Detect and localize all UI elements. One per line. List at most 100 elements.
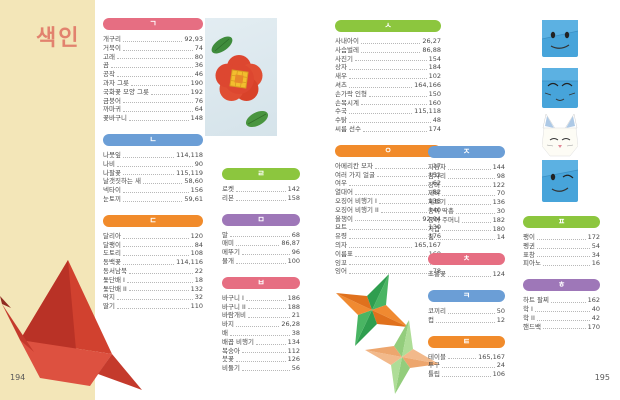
index-entry: 표창 34 — [523, 251, 600, 260]
section-header-h: ㅎ — [523, 279, 600, 292]
index-entry: 바구니 I 186 — [222, 294, 300, 303]
index-column-4: ㅈ 자동차 144 잠자리 98 장미 122 제비 70 제트기 136 종이 딱총 30 종이 주머니… — [428, 146, 505, 390]
entry-label: 붓꽃 — [222, 355, 234, 364]
leader-line — [551, 301, 586, 303]
entry-pages: 84 — [194, 240, 203, 249]
section-giyeok: ㄱ 개구리 92,93 거북이 74 고래 80 곰 36 공작 46 과자 그릇 190 국화꽃 모양 … — [103, 18, 203, 123]
entry-label: 달팽이 — [103, 240, 121, 249]
index-entry: 개구리 92,93 — [103, 35, 203, 44]
index-entry: 로켓 142 — [222, 185, 300, 194]
entry-label: 동서남북 — [103, 266, 127, 275]
leader-line — [128, 272, 193, 274]
entry-pages: 174 — [428, 124, 441, 133]
leader-line — [241, 369, 290, 371]
leader-line — [441, 195, 495, 197]
index-entry: 공작 46 — [103, 70, 203, 79]
leader-line — [131, 84, 189, 86]
section-pieup: ㅍ 팽이 172 펭귄 54 표창 34 피아노 16 — [523, 216, 600, 268]
entry-label: 표창 — [523, 250, 535, 259]
entry-label: 복숭아 — [222, 346, 240, 355]
entry-pages: 176 — [428, 232, 441, 241]
leader-line — [122, 111, 193, 113]
leader-line — [374, 167, 431, 169]
leader-line — [536, 319, 590, 321]
leader-line — [122, 191, 189, 193]
leader-line — [441, 367, 495, 369]
entry-label: 잉어 — [335, 267, 347, 276]
leader-line — [229, 334, 290, 336]
leader-line — [536, 238, 586, 240]
section-ieung: ㅇ 아메리칸 모자 17 여러 가지 얼굴 152 여우 62 열대어 82 오징어 비행기 I 1… — [335, 144, 441, 276]
origami-face-sleepy-photo — [542, 68, 578, 108]
index-entry: 유령 176 — [335, 232, 441, 241]
leader-line — [116, 299, 193, 301]
leader-line — [348, 69, 427, 71]
entry-pages: 126 — [287, 355, 300, 364]
entry-label: 수탉 — [335, 116, 347, 125]
leader-line — [447, 358, 477, 360]
entry-pages: 115,119 — [176, 168, 203, 177]
section-header-b: ㅂ — [222, 276, 300, 289]
leader-line — [348, 264, 431, 266]
origami-camellia-photo — [205, 18, 277, 136]
entry-pages: 192 — [190, 87, 203, 96]
entry-pages: 130 — [428, 223, 441, 232]
leader-line — [435, 239, 495, 241]
entry-pages: 154 — [428, 54, 441, 63]
entry-label: 투구 — [428, 361, 440, 370]
index-entry: 셔츠 164,166 — [335, 81, 441, 90]
entry-label: 집 — [428, 233, 434, 242]
origami-shuriken-photo — [336, 274, 439, 394]
leader-line — [447, 275, 491, 277]
entry-label: 테이블 — [428, 352, 446, 361]
entry-label: 돛단배 II — [103, 284, 127, 293]
index-column-1: ㄱ 개구리 92,93 거북이 74 고래 80 곰 36 공작 46 과자 그릇 190 국화꽃 모양 … — [103, 18, 203, 322]
entry-pages: 165,167 — [478, 352, 505, 361]
index-entry: 배 38 — [222, 329, 300, 338]
index-entry: 잉꼬66 — [335, 259, 441, 268]
entry-label: 핸드백 — [523, 322, 541, 331]
entry-pages: 150 — [428, 89, 441, 98]
entry-label: 초롱꽃 — [428, 270, 446, 279]
entry-pages: 124 — [492, 270, 505, 279]
leader-line — [348, 121, 431, 123]
origami-face-rabbit-photo — [542, 112, 578, 158]
entry-label: 바구니 II — [222, 302, 246, 311]
entry-pages: 114,118 — [176, 150, 203, 159]
entry-pages: 152 — [428, 170, 441, 179]
leader-line — [241, 352, 286, 354]
index-entry: 달리아 120 — [103, 232, 203, 241]
index-entry: 달팽이 84 — [103, 241, 203, 250]
entry-label: 종이 딱총 — [428, 206, 454, 215]
entry-pages: 17 — [432, 161, 441, 170]
entry-label: 리본 — [222, 193, 234, 202]
index-entry: 핸드백 170 — [523, 323, 600, 332]
entry-label: 지갑 — [428, 224, 440, 233]
index-entry: 펭귄 54 — [523, 242, 600, 251]
entry-pages: 40 — [591, 304, 600, 313]
index-entry: 배꼽 비행기 134 — [222, 338, 300, 347]
entry-label: 고래 — [103, 52, 115, 61]
index-entry: 의자 165,167 — [335, 241, 441, 250]
leader-line — [348, 113, 413, 115]
entry-pages: 59,61 — [184, 194, 203, 203]
index-entry: 여러 가지 얼굴 152 — [335, 171, 441, 180]
index-entry: 거북이 74 — [103, 44, 203, 53]
leader-line — [241, 253, 290, 255]
entry-label: 제트기 — [428, 198, 446, 207]
index-entry: 붓꽃 126 — [222, 355, 300, 364]
entry-pages: 102 — [428, 72, 441, 81]
entry-pages: 74 — [194, 43, 203, 52]
leader-line — [354, 60, 427, 62]
entry-pages: 32 — [194, 293, 203, 302]
entry-label: 유령 — [335, 232, 347, 241]
entry-pages: 134 — [287, 337, 300, 346]
entry-pages: 86,87 — [281, 239, 300, 248]
index-column-3: ㅅ 사내아이 26,27 사슴벌레 86,88 사진기 154 상자 184 새우 102 셔츠 164… — [335, 20, 441, 287]
leader-line — [536, 247, 590, 249]
index-entry: 딸기 110 — [103, 302, 203, 311]
leader-line — [229, 236, 290, 238]
entry-pages: 90 — [194, 159, 203, 168]
entry-pages: 184 — [428, 63, 441, 72]
entry-label: 사내아이 — [335, 37, 359, 45]
